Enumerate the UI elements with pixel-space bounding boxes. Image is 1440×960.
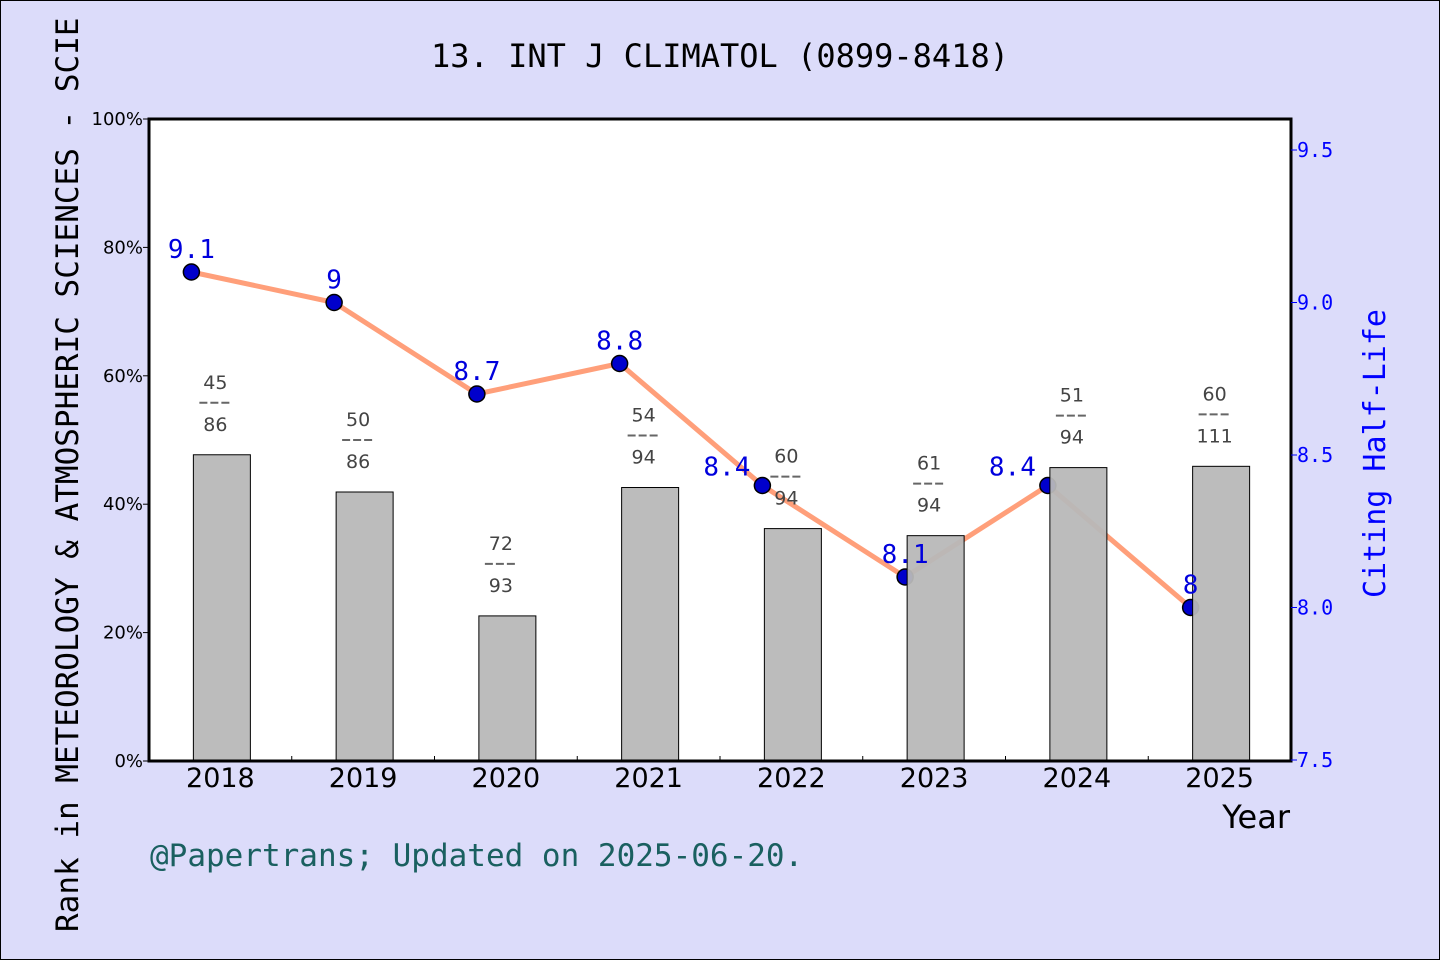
rank-label: 60 xyxy=(1203,383,1227,405)
y-right-tick-label: 8.5 xyxy=(1297,443,1333,467)
y-tick-label: 60% xyxy=(103,366,143,387)
y-right-tick-label: 9.5 xyxy=(1297,138,1333,162)
y-right-tick-label: 9.0 xyxy=(1297,291,1333,315)
half-life-marker xyxy=(753,476,772,495)
total-label: 86 xyxy=(203,414,227,436)
rank-bar xyxy=(763,528,822,762)
total-label: 86 xyxy=(346,451,370,473)
y-tick-label: 100% xyxy=(92,109,143,130)
rank-bar xyxy=(1192,465,1251,762)
total-label: 93 xyxy=(489,575,513,597)
rank-bar xyxy=(335,491,394,762)
rank-bar xyxy=(478,615,537,762)
total-label: 94 xyxy=(632,447,656,469)
total-label: 94 xyxy=(917,495,941,517)
half-life-marker xyxy=(468,385,486,403)
half-life-label: 8.1 xyxy=(882,540,929,570)
half-life-label: 8.7 xyxy=(453,357,500,387)
half-life-marker xyxy=(182,263,201,281)
half-life-label: 9.1 xyxy=(168,235,215,265)
half-life-line xyxy=(190,269,1193,610)
x-tick-label: 2022 xyxy=(757,763,826,794)
y-axis-label: Rank in METEOROLOGY & ATMOSPHERIC SCIENC… xyxy=(50,17,86,932)
rank-label: 72 xyxy=(489,533,513,555)
half-life-marker xyxy=(325,293,343,312)
x-tick-label: 2018 xyxy=(186,763,255,794)
half-life-label: 8.8 xyxy=(596,327,643,357)
total-label: 111 xyxy=(1196,425,1232,447)
y-tick-label: 40% xyxy=(103,494,143,515)
half-life-label: 8 xyxy=(1183,571,1199,601)
half-life-label: 8.4 xyxy=(989,453,1036,483)
x-tick-label: 2023 xyxy=(900,763,969,794)
x-tick-label: 2024 xyxy=(1043,763,1112,794)
x-axis-label: Year xyxy=(1221,798,1291,836)
rank-bar xyxy=(1049,467,1108,762)
rank-bar xyxy=(906,535,965,762)
y-tick-label: 0% xyxy=(114,751,143,772)
rank-label: 50 xyxy=(346,409,370,431)
y-right-tick-label: 8.0 xyxy=(1297,596,1333,620)
total-label: 94 xyxy=(774,488,798,510)
x-tick-label: 2020 xyxy=(472,763,541,794)
x-tick-label: 2021 xyxy=(614,763,683,794)
rank-label: 45 xyxy=(203,372,227,394)
rank-label: 54 xyxy=(632,405,656,427)
y-right-tick-label: 7.5 xyxy=(1297,748,1333,772)
rank-label: 61 xyxy=(917,453,941,475)
half-life-label: 9 xyxy=(326,266,342,296)
rank-bar xyxy=(192,454,251,762)
total-label: 94 xyxy=(1060,427,1084,449)
half-life-label: 8.4 xyxy=(703,453,750,483)
x-tick-label: 2025 xyxy=(1185,763,1254,794)
y-axis-right-label: Citing Half-Life xyxy=(1358,309,1393,598)
rank-bar xyxy=(621,487,680,762)
plot-area xyxy=(149,119,1291,761)
x-tick-label: 2019 xyxy=(329,763,398,794)
rank-label: 60 xyxy=(774,446,798,468)
rank-label: 51 xyxy=(1060,385,1084,407)
half-life-marker xyxy=(610,354,629,373)
footer-credit: @Papertrans; Updated on 2025-06-20. xyxy=(150,838,803,874)
y-tick-label: 20% xyxy=(103,623,143,644)
chart-title: 13. INT J CLIMATOL (0899-8418) xyxy=(431,37,1009,75)
y-tick-label: 80% xyxy=(103,237,143,258)
